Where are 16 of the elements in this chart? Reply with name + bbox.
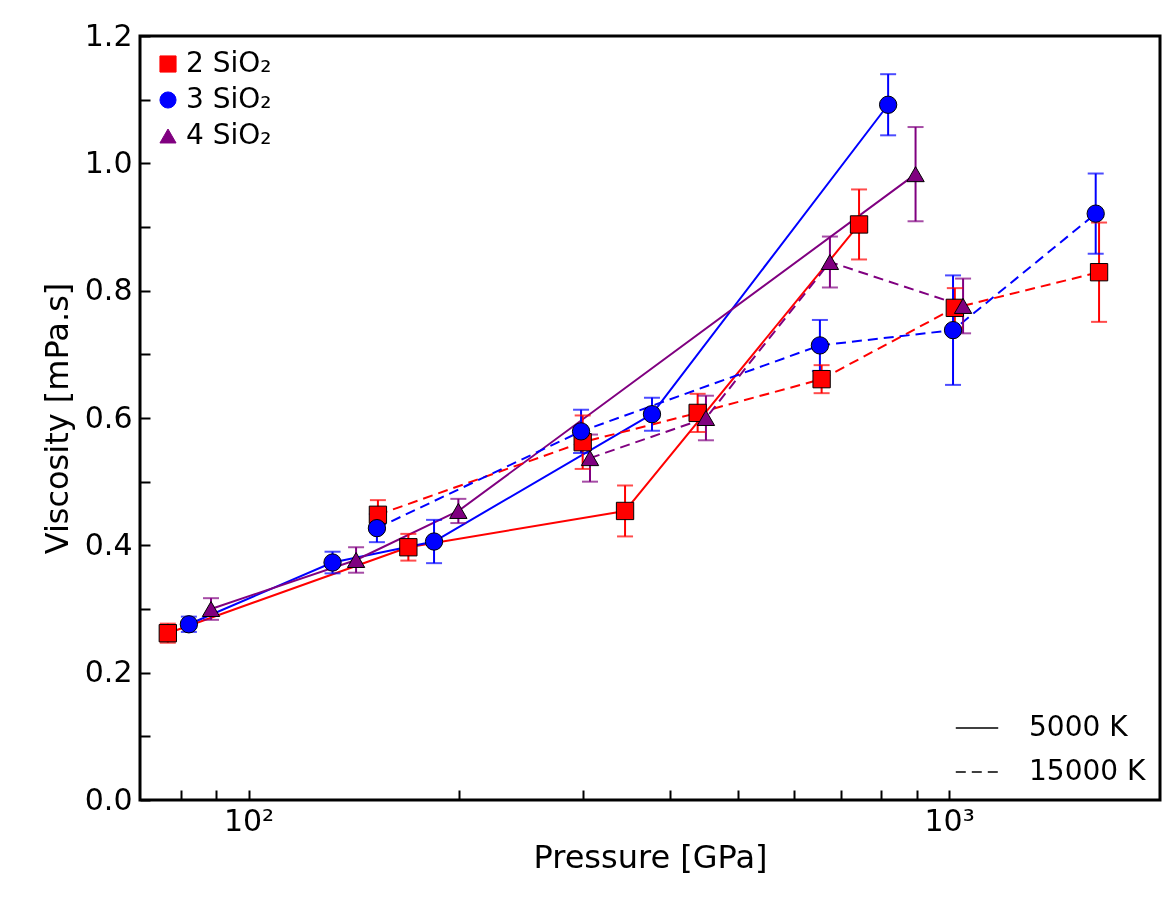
annotation: 15000 K [1029,754,1146,787]
x-axis-title: Pressure [GPa] [533,837,768,876]
x-tick-label: 10² [223,802,275,838]
legend-label: 4 SiO₂ [186,118,272,151]
y-tick-label: 1.0 [84,144,133,180]
y-axis-title: Viscosity [mPa.s] [37,282,76,555]
y-tick-label: 0.2 [84,654,133,690]
y-tick-label: 0.8 [84,272,133,308]
annotation: 5000 K [1029,710,1129,743]
y-tick-label: 1.2 [84,17,133,53]
legend-label: 3 SiO₂ [186,82,272,115]
y-tick-label: 0.6 [84,399,133,435]
y-tick-label: 0.4 [84,526,133,562]
legend-label: 2 SiO₂ [186,46,272,79]
x-tick-label: 10³ [924,802,975,838]
y-tick-label: 0.0 [84,781,133,817]
